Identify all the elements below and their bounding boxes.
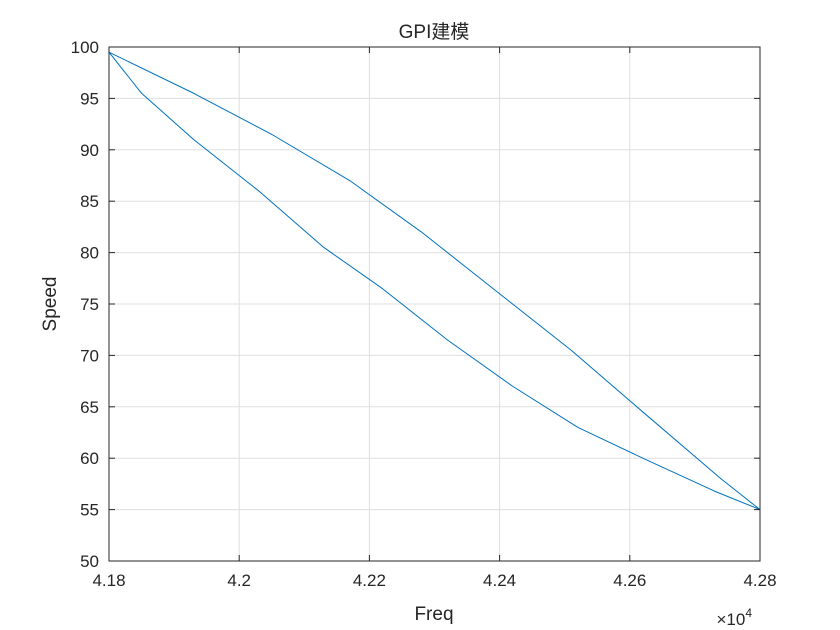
y-tick-label: 100 [71, 38, 99, 57]
x-tick-label: 4.18 [92, 571, 125, 590]
y-tick-labels: 50 55 60 65 70 75 80 85 90 95 100 [71, 38, 99, 571]
x-axis-exponent-power: 4 [745, 606, 752, 620]
y-tick-label: 95 [80, 89, 99, 108]
y-tick-label: 65 [80, 398, 99, 417]
x-axis-exponent-base: ×10 [716, 610, 745, 629]
x-tick-labels: 4.18 4.2 4.22 4.24 4.26 4.28 [92, 571, 776, 590]
y-tick-label: 55 [80, 501, 99, 520]
series-group [108, 51, 761, 511]
ticks [108, 46, 761, 562]
x-tick-label: 4.22 [353, 571, 386, 590]
chart-title: GPI建模 [399, 21, 470, 43]
x-tick-label: 4.2 [227, 571, 251, 590]
series-line-0 [108, 51, 761, 511]
y-tick-label: 60 [80, 449, 99, 468]
y-tick-label: 80 [80, 244, 99, 263]
y-tick-label: 90 [80, 141, 99, 160]
x-axis-label: Freq [414, 604, 453, 625]
y-tick-label: 70 [80, 346, 99, 365]
y-tick-label: 85 [80, 192, 99, 211]
y-tick-label: 50 [80, 552, 99, 571]
x-tick-label: 4.28 [743, 571, 776, 590]
x-tick-label: 4.26 [613, 571, 646, 590]
y-tick-label: 75 [80, 295, 99, 314]
x-tick-label: 4.24 [483, 571, 516, 590]
x-axis-exponent: ×104 [716, 606, 752, 629]
y-axis-label: Speed [40, 277, 61, 332]
